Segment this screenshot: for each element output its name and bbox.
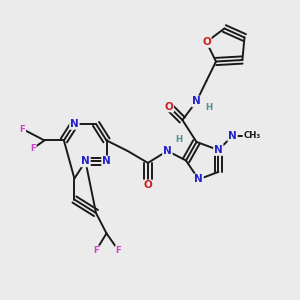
Text: N: N: [163, 146, 172, 156]
Text: N: N: [70, 119, 79, 129]
Text: F: F: [30, 144, 36, 153]
Text: F: F: [93, 246, 99, 255]
Text: F: F: [116, 246, 122, 255]
Text: N: N: [81, 156, 90, 167]
Text: CH₃: CH₃: [243, 131, 261, 140]
Text: N: N: [214, 145, 223, 155]
Text: N: N: [194, 174, 203, 184]
Text: N: N: [228, 131, 237, 141]
Text: N: N: [192, 96, 201, 106]
Text: H: H: [175, 135, 182, 144]
Text: H: H: [206, 103, 213, 112]
Text: O: O: [143, 180, 152, 190]
Text: O: O: [202, 37, 211, 47]
Text: N: N: [102, 156, 111, 167]
Text: O: O: [164, 101, 173, 112]
Text: F: F: [20, 124, 26, 134]
